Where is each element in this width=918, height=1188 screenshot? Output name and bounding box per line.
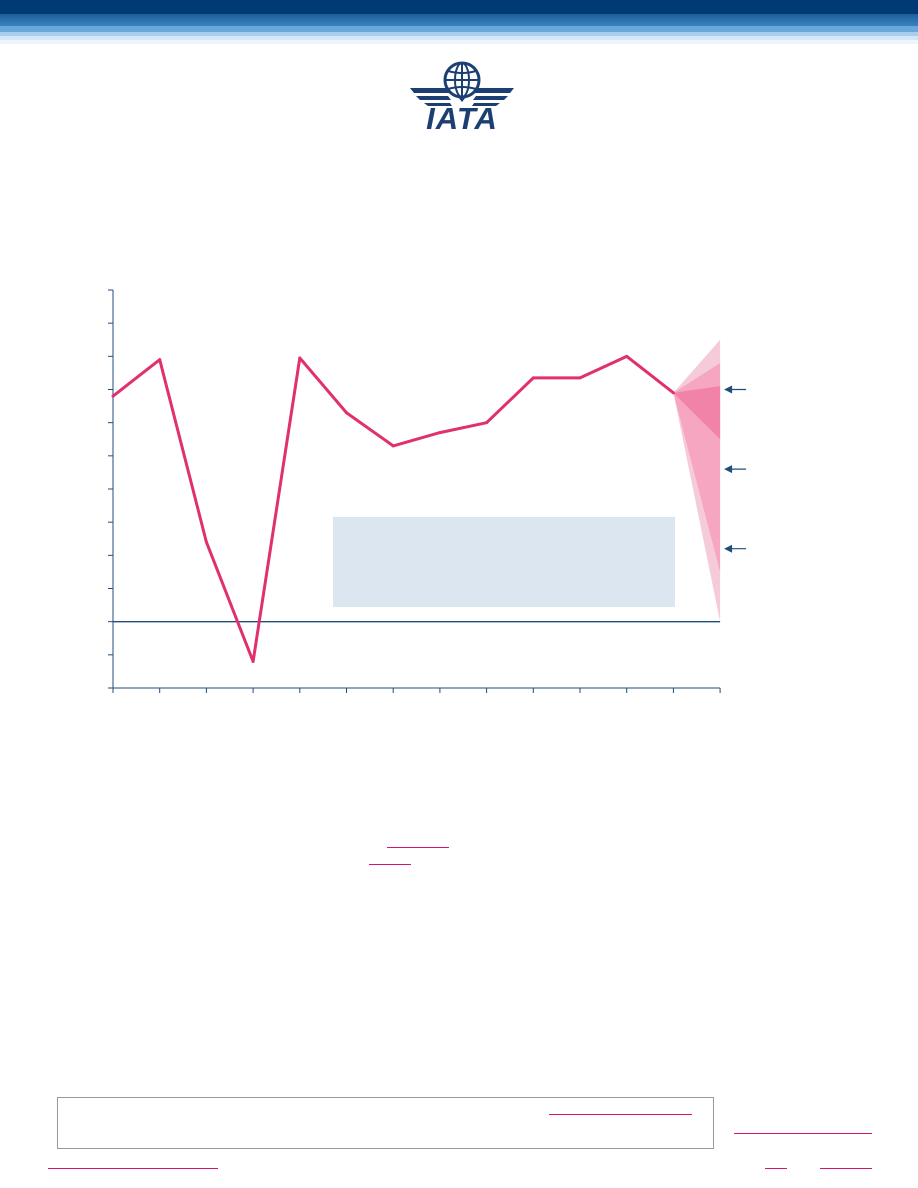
- footer-notice-box: [57, 1097, 714, 1149]
- chart-callout-box: [333, 517, 675, 607]
- logo-wordmark: IATA: [426, 101, 498, 136]
- globe-wings-icon: [410, 61, 514, 106]
- data-point: [204, 540, 208, 544]
- data-point: [438, 431, 442, 435]
- data-point: [158, 358, 162, 362]
- header-band-light: [0, 32, 918, 36]
- data-point: [111, 394, 115, 398]
- data-point: [485, 421, 489, 425]
- fan-arrow-head: [724, 465, 733, 474]
- footer-box-link-underline[interactable]: [549, 1114, 692, 1115]
- footer-left-link-underline[interactable]: [48, 1168, 218, 1169]
- header-band-dark: [0, 0, 918, 14]
- header-band-lightest: [0, 40, 918, 44]
- footer-link-underline-end[interactable]: [820, 1168, 872, 1169]
- body-link-underline-2[interactable]: [369, 864, 411, 865]
- data-point: [578, 376, 582, 380]
- footer-link-underline-short[interactable]: [765, 1168, 787, 1169]
- data-point: [391, 444, 395, 448]
- data-point: [671, 391, 675, 395]
- header-band-lighter: [0, 36, 918, 40]
- fan-arrow-head: [724, 385, 733, 394]
- body-link-underline-1[interactable]: [387, 847, 449, 848]
- header-band-blue: [0, 14, 918, 26]
- data-point: [531, 376, 535, 380]
- header-band-mid: [0, 26, 918, 32]
- data-point: [251, 659, 255, 663]
- fan-arrow-head: [724, 544, 733, 553]
- forecast-band-inner: [673, 386, 721, 440]
- data-point: [625, 354, 629, 358]
- data-point: [298, 356, 302, 360]
- footer-right-link-underline[interactable]: [734, 1133, 872, 1134]
- data-point: [345, 411, 348, 415]
- series-line-growth: [112, 354, 675, 663]
